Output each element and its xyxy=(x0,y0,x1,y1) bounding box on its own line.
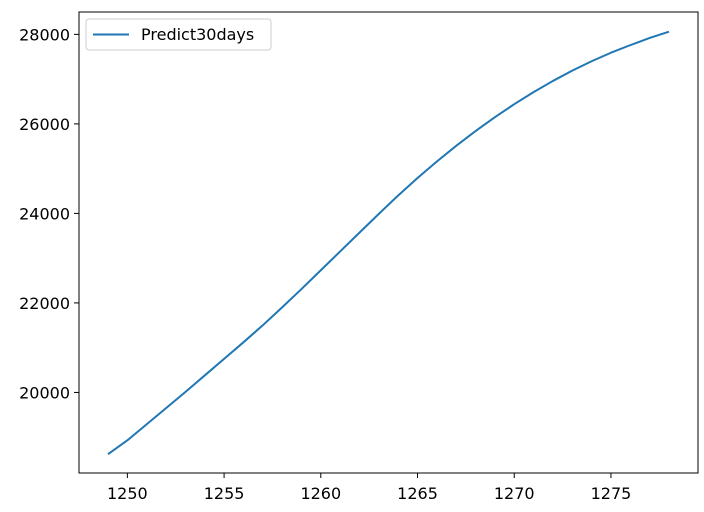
x-tick-label: 1275 xyxy=(591,484,632,503)
x-tick-label: 1255 xyxy=(204,484,245,503)
x-axis-ticks: 1250 1255 1260 1265 1270 1275 xyxy=(107,473,631,503)
y-axis-ticks: 20000 22000 24000 26000 28000 xyxy=(19,25,79,402)
x-tick-label: 1250 xyxy=(107,484,148,503)
x-tick-label: 1270 xyxy=(494,484,535,503)
legend: Predict30days xyxy=(86,19,271,50)
y-tick-label: 24000 xyxy=(19,204,70,223)
x-tick-label: 1265 xyxy=(397,484,438,503)
y-tick-label: 26000 xyxy=(19,115,70,134)
x-tick-label: 1260 xyxy=(300,484,341,503)
y-tick-label: 20000 xyxy=(19,383,70,402)
y-tick-label: 28000 xyxy=(19,25,70,44)
legend-label-predict30days: Predict30days xyxy=(141,25,254,44)
y-tick-label: 22000 xyxy=(19,294,70,313)
